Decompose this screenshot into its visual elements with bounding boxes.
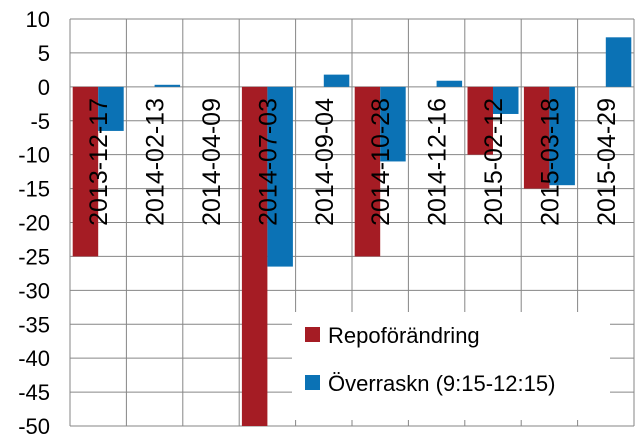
y-tick-label: -40 — [18, 346, 50, 371]
legend-swatch-repo — [305, 327, 320, 342]
y-tick-label: -25 — [18, 244, 50, 269]
category-label: 2013-12-17 — [85, 98, 113, 226]
legend-label-repo: Repoförändring — [328, 323, 480, 348]
bar-overraskn-2014-12-16 — [436, 80, 463, 87]
bar-overraskn-2014-09-04 — [323, 74, 350, 87]
category-label: 2015-03-18 — [536, 98, 564, 226]
y-tick-label: -50 — [18, 414, 50, 437]
bar-overraskn-2014-07-03 — [267, 86, 293, 267]
y-tick-label: -45 — [18, 380, 50, 405]
category-label: 2015-04-29 — [593, 98, 621, 226]
bar-overraskn-2013-12-17 — [98, 86, 124, 131]
legend-swatch-overraskn — [305, 375, 320, 390]
bar-overraskn-2015-02-12 — [493, 86, 519, 114]
category-label: 2014-07-03 — [254, 98, 282, 226]
bar-repo-2013-12-17 — [72, 86, 99, 257]
bar-overraskn-2014-02-13 — [154, 84, 181, 87]
category-labels: 2013-12-17 2014-02-13 2014-04-09 2014-07-03… — [85, 98, 621, 226]
bar-overraskn-2015-04-29 — [605, 37, 632, 87]
y-tick-label: 5 — [38, 41, 50, 66]
bar-overraskn-2014-10-28 — [380, 86, 406, 162]
y-tick-label: -30 — [18, 278, 50, 303]
category-label: 2014-02-13 — [142, 98, 170, 226]
bar-overraskn-2015-03-18 — [549, 86, 575, 186]
category-label: 2014-10-28 — [367, 98, 395, 226]
category-label: 2014-09-04 — [311, 98, 339, 226]
y-tick-label: -15 — [18, 177, 50, 202]
bar-repo-2014-10-28 — [354, 86, 381, 257]
legend-background — [292, 312, 610, 420]
category-label: 2015-02-12 — [480, 98, 508, 226]
y-tick-label: 0 — [38, 75, 50, 100]
category-label: 2014-12-16 — [424, 98, 452, 226]
category-label: 2014-04-09 — [198, 98, 226, 226]
y-axis-ticks: 10 5 0 -5 -10 -15 -20 -25 -30 -35 -40 -45 -50 — [18, 7, 50, 437]
bar-repo-2015-03-18 — [523, 86, 550, 189]
y-tick-label: 10 — [26, 7, 50, 32]
y-tick-label: -10 — [18, 143, 50, 168]
bar-repo-2015-02-12 — [467, 86, 493, 155]
legend: Repoförändring Överraskn (9:15-12:15) — [292, 312, 610, 420]
y-tick-label: -20 — [18, 211, 50, 236]
legend-label-overraskn: Överraskn (9:15-12:15) — [328, 371, 555, 396]
bars — [72, 37, 632, 426]
y-tick-label: -5 — [30, 109, 50, 134]
y-tick-label: -35 — [18, 312, 50, 337]
bar-repo-2014-07-03 — [241, 86, 268, 426]
